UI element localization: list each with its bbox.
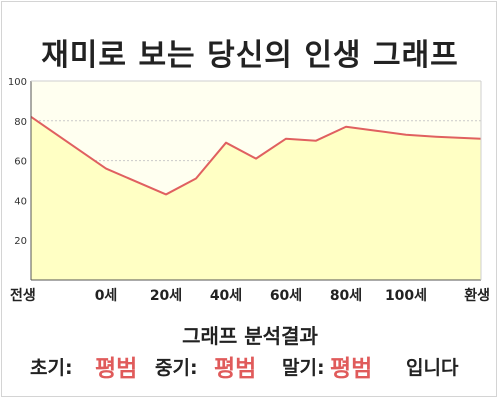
x-tick-label: 60세 <box>270 288 302 304</box>
late-label: 말기: <box>282 357 325 379</box>
x-tick-label: 100세 <box>385 288 427 304</box>
x-tick-label: 0세 <box>95 288 118 304</box>
x-tick-label: 전생 <box>10 287 36 304</box>
y-tick-label: 60 <box>14 157 27 168</box>
life-chart: 20 40 60 80 100 전생 0세 20세 40세 60세 80세 100세 환생 <box>8 77 490 304</box>
x-tick-label: 20세 <box>150 288 182 304</box>
late-value: 평범 <box>330 356 373 382</box>
x-tick-label: 80세 <box>330 288 362 304</box>
result-line: 초기: 평범 중기: 평범 말기: 평범 입니다 <box>0 348 500 382</box>
early-label: 초기: <box>30 357 73 379</box>
x-tick-label: 40세 <box>210 288 242 304</box>
result-suffix: 입니다 <box>406 357 459 379</box>
x-tick-label: 환생 <box>464 287 490 304</box>
page-title: 재미로 보는 당신의 인생 그래프 <box>41 38 459 73</box>
middle-value: 평범 <box>214 356 257 382</box>
result-heading: 그래프 분석결과 <box>182 324 318 348</box>
middle-label: 중기: <box>155 357 198 379</box>
y-tick-label: 80 <box>14 117 27 128</box>
area-fill <box>31 116 481 280</box>
series-line <box>30 115 482 196</box>
y-tick-label: 20 <box>14 236 27 247</box>
early-value: 평범 <box>95 356 138 382</box>
plot-area: 20 40 60 80 100 전생 0세 20세 40세 60세 80세 100세 환생 <box>8 77 490 304</box>
y-tick-label: 40 <box>14 196 27 207</box>
y-tick-label: 100 <box>8 77 27 88</box>
